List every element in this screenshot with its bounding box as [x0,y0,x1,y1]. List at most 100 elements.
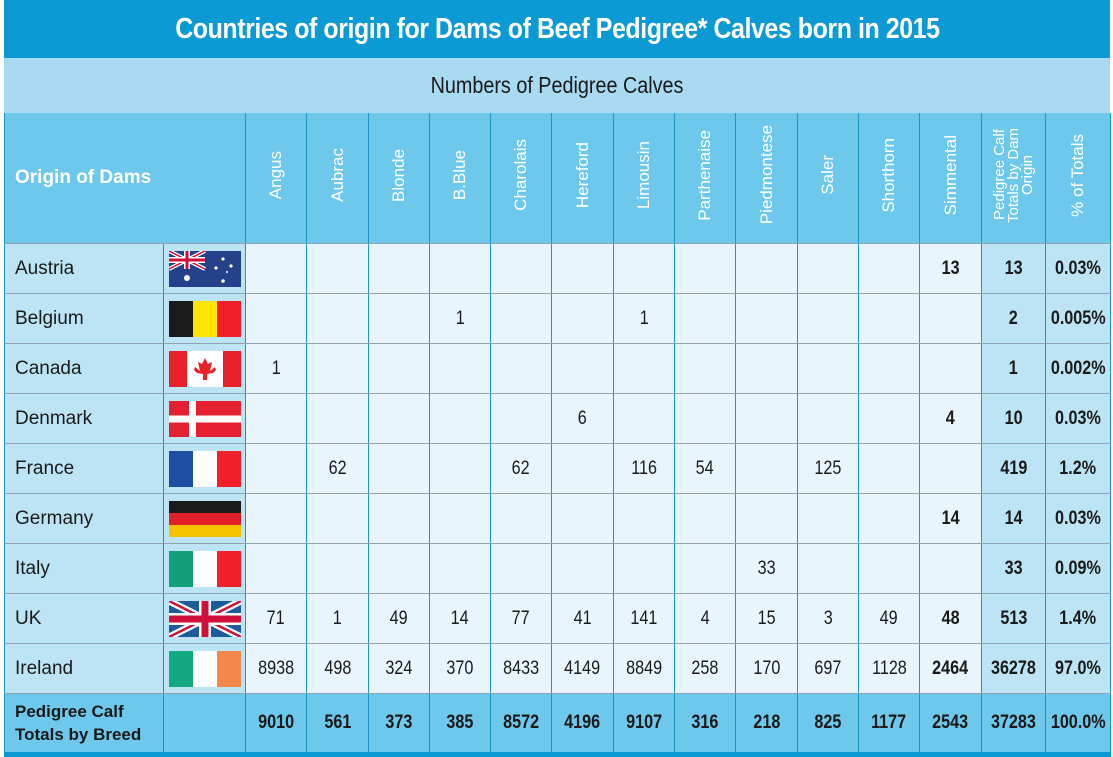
value-cell [858,543,920,594]
value-cell [429,243,491,294]
row-pct-text: 1.2% [1059,457,1097,479]
value-cell [919,443,982,494]
value-text: 62 [328,457,347,479]
italy-flag-icon [168,550,241,587]
value-cell: 8938 [245,643,307,694]
row-total: 13 [981,243,1046,294]
breed-header-label: Parthenaise [695,129,714,221]
value-cell [429,343,491,394]
breed-total: 4196 [551,693,614,757]
breed-header: Charolais [490,113,552,244]
value-cell [674,543,736,594]
table-row: UK 71 1 49 14 77 41 141 4 15 3 49 48 513 1.4% [4,593,1111,644]
row-pct-text: 0.09% [1055,557,1101,579]
table-row: Ireland 8938 498 324 370 8433 4149 8849 258 170 69… [4,643,1111,694]
value-cell [674,393,736,444]
value-text: 1 [332,607,342,629]
value-cell [429,493,491,544]
value-cell: 62 [490,443,552,494]
value-text: 33 [757,557,776,579]
breed-total: 385 [429,693,491,757]
flag-cell [163,243,246,294]
breed-total-text: 385 [446,712,474,733]
breed-header-label: Aubrac [327,148,347,202]
row-total-text: 10 [1004,407,1023,429]
row-total: 1 [981,343,1046,394]
value-cell [858,493,920,544]
value-cell [245,543,307,594]
value-text: 1 [455,307,465,329]
row-total-text: 1 [1008,357,1018,379]
value-cell: 77 [490,593,552,644]
value-cell [490,293,552,344]
value-text: 116 [631,457,657,479]
value-cell: 14 [429,593,491,644]
value-cell [613,393,675,444]
value-cell: 2464 [919,643,982,694]
totals-flag-cell [163,693,246,757]
value-text: 14 [941,507,960,529]
value-cell [429,393,491,444]
breed-header: Simmental [919,113,982,244]
value-cell [674,343,736,394]
totals-label: Pedigree Calf Totals by Breed [4,693,164,757]
value-text: 170 [753,657,780,679]
value-text: 3 [823,607,833,629]
value-cell [735,493,798,544]
breed-total-text: 4196 [564,712,601,733]
value-cell [674,293,736,344]
value-cell [306,393,369,444]
value-text: 125 [814,457,842,479]
flag-cell [163,443,246,494]
row-pct-text: 1.4% [1059,607,1097,629]
value-cell: 4149 [551,643,614,694]
value-cell: 258 [674,643,736,694]
value-cell [735,243,798,294]
value-cell [858,343,920,394]
breed-header: Blonde [368,113,430,244]
value-text: 48 [941,607,960,629]
breed-header: B.Blue [429,113,491,244]
value-cell: 697 [797,643,859,694]
row-total: 14 [981,493,1046,544]
value-cell [613,543,675,594]
value-cell [674,493,736,544]
value-text: 6 [577,407,587,429]
totals-row: Pedigree Calf Totals by Breed 9010 561 373 3… [4,693,1111,757]
breed-total: 561 [306,693,369,757]
value-text: 8938 [258,657,294,679]
value-cell: 370 [429,643,491,694]
value-cell [368,493,430,544]
row-pct-text: 0.005% [1050,307,1106,329]
value-cell [490,343,552,394]
value-cell [797,343,859,394]
breed-total: 373 [368,693,430,757]
row-total-text: 419 [1000,457,1027,479]
value-cell [490,393,552,444]
value-cell [368,243,430,294]
value-cell [306,343,369,394]
flag-cell [163,593,246,644]
row-total-text: 13 [1004,257,1023,279]
australia-flag-icon [168,250,241,287]
value-cell [490,493,552,544]
value-text: 4 [700,607,710,629]
grand-pct-text: 100.0% [1050,712,1106,733]
value-cell: 324 [368,643,430,694]
value-cell [735,443,798,494]
value-cell [245,393,307,444]
breed-header-label: Simmental [940,134,960,216]
country-name: Austria [4,243,164,294]
value-cell: 13 [919,243,982,294]
breed-total-text: 561 [324,712,351,733]
uk-flag-icon [168,600,241,637]
total-header-label: Pedigree Calf Totals by Dam Origin [990,127,1036,223]
row-pct: 97.0% [1045,643,1111,694]
value-cell [858,243,920,294]
row-pct-text: 97.0% [1055,657,1101,679]
row-pct: 0.002% [1045,343,1111,394]
country-name: Canada [4,343,164,394]
value-cell [674,243,736,294]
table-row: Denmark 6 4 10 0.03% [4,393,1111,444]
